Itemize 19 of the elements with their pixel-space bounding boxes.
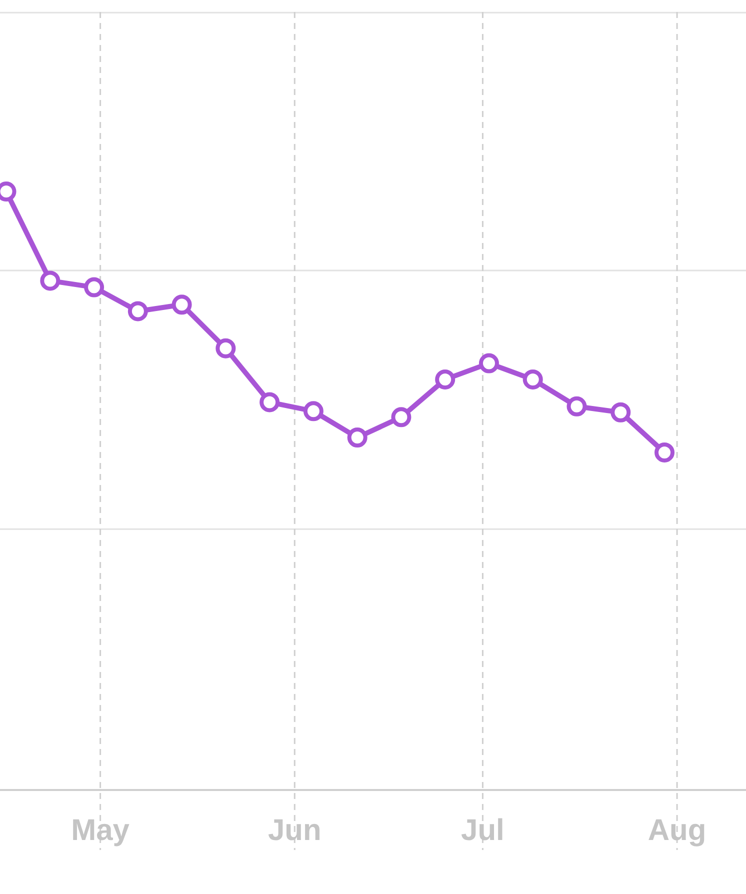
point	[172, 294, 192, 315]
x-tick-label: Jun	[268, 814, 322, 847]
point	[522, 369, 543, 390]
point	[216, 338, 236, 358]
point	[435, 369, 456, 390]
x-tick-label: Aug	[648, 814, 706, 847]
point	[566, 396, 587, 416]
point	[478, 353, 499, 374]
point	[303, 401, 324, 422]
point	[654, 442, 675, 462]
x-tick-label: Jul	[461, 814, 504, 847]
point	[391, 407, 412, 428]
point	[260, 392, 280, 412]
point	[128, 301, 148, 322]
point	[610, 402, 631, 422]
x-tick-label: May	[71, 814, 130, 847]
point	[84, 277, 104, 298]
point	[40, 270, 60, 291]
point	[347, 428, 368, 448]
